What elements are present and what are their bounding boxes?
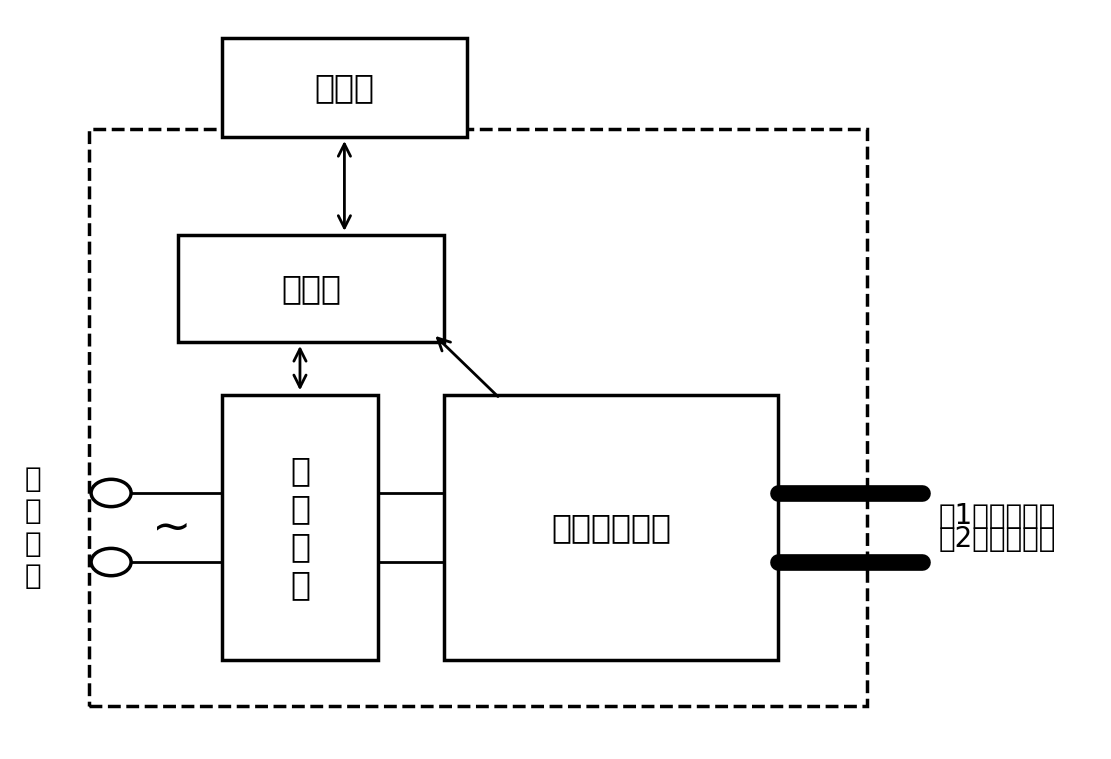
Text: 上位机: 上位机 bbox=[314, 71, 374, 104]
Bar bbox=[222, 395, 378, 660]
Text: 控
制
开
关: 控 制 开 关 bbox=[290, 454, 310, 601]
Text: ~: ~ bbox=[152, 505, 192, 550]
Bar bbox=[178, 235, 444, 342]
Bar bbox=[222, 38, 467, 137]
Text: 下位机: 下位机 bbox=[281, 272, 341, 305]
Text: 数据采集模块: 数据采集模块 bbox=[551, 511, 671, 544]
Text: 第2回待测线路: 第2回待测线路 bbox=[939, 524, 1057, 553]
Text: 测
试
电
源: 测 试 电 源 bbox=[26, 465, 41, 590]
Text: 第1回待测线路: 第1回待测线路 bbox=[939, 502, 1057, 531]
Bar bbox=[89, 129, 867, 706]
Bar bbox=[444, 395, 778, 660]
